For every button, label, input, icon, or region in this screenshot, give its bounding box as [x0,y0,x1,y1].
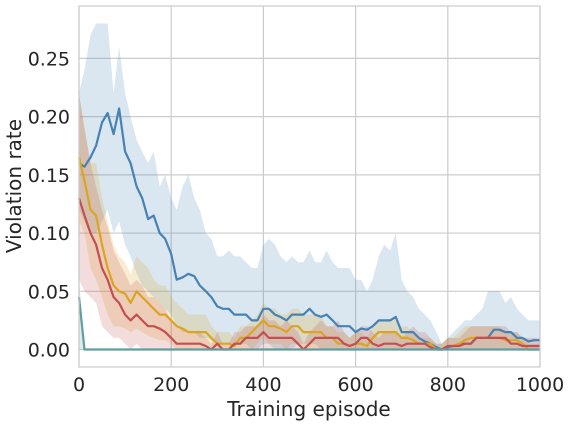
plot-frame [78,5,541,368]
x-tick-label: 800 [430,374,466,396]
x-axis-label: Training episode [226,397,391,421]
confidence-bands [79,23,540,350]
confidence-band-series-1 [79,23,540,350]
x-tick-label: 200 [153,374,189,396]
x-tick-label: 600 [337,374,373,396]
y-tick-label: 0.20 [28,107,70,129]
y-axis-label: Violation rate [2,119,26,253]
x-tick-label: 1000 [516,374,564,396]
x-tick-label: 0 [73,374,85,396]
y-tick-labels: 0.00 0.05 0.10 0.15 0.20 0.25 [28,48,70,361]
y-tick-label: 0.25 [28,48,70,70]
series-line-2 [77,157,540,351]
confidence-band-series-3 [79,93,540,350]
series-line-4 [77,296,540,351]
y-tick-label: 0.00 [28,340,70,362]
y-tick-label: 0.15 [28,165,70,187]
plot-background [79,6,540,367]
confidence-band-series-2 [79,93,540,350]
grid-lines [78,6,541,367]
x-tick-label: 400 [245,374,281,396]
series-lines [77,107,540,351]
series-line-3 [77,197,540,351]
x-tick-labels: 0 200 400 600 800 1000 [73,374,564,396]
y-tick-label: 0.10 [28,223,70,245]
y-tick-label: 0.05 [28,281,70,303]
